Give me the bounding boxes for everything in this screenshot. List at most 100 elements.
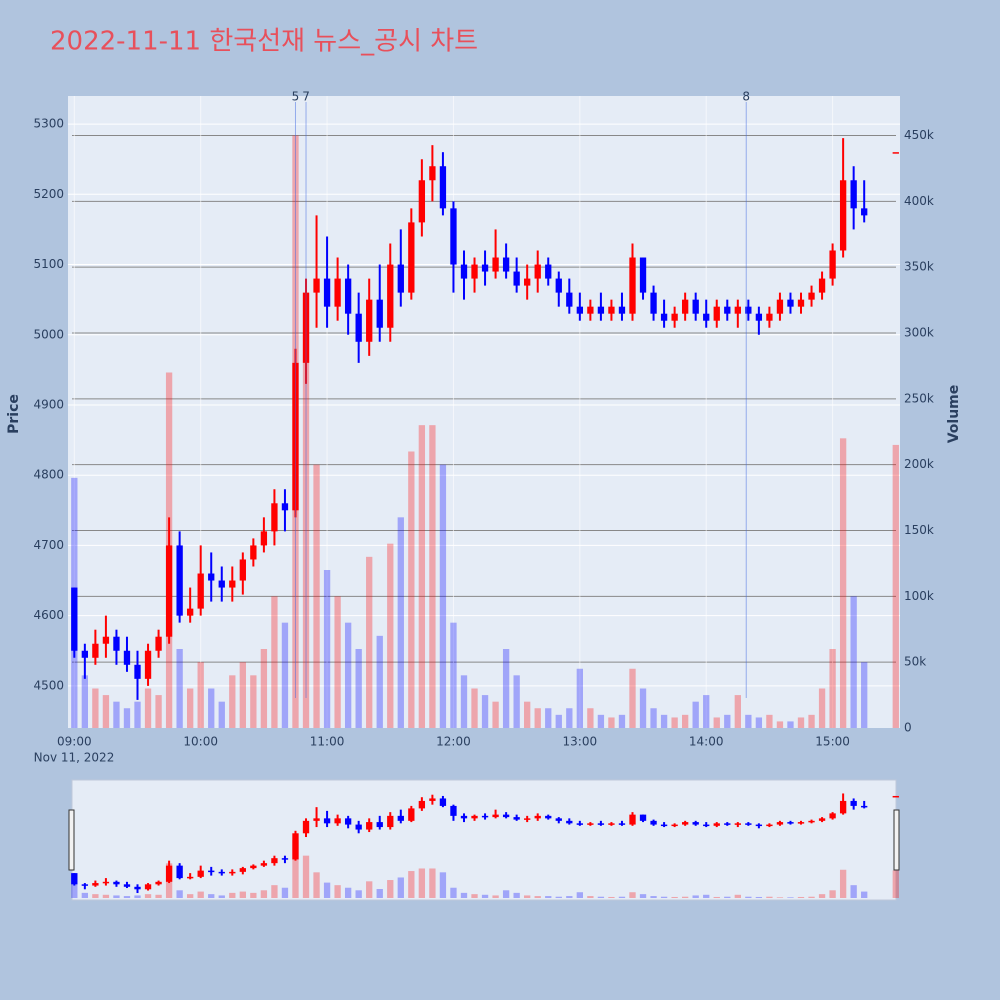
mini-volume-bar bbox=[387, 880, 394, 898]
mini-candle-body bbox=[861, 805, 868, 808]
mini-volume-bar bbox=[608, 896, 615, 898]
mini-volume-bar bbox=[818, 894, 826, 898]
annotation-label: 7 bbox=[302, 90, 310, 104]
candle-body bbox=[818, 278, 826, 293]
mini-candle-body bbox=[629, 814, 636, 825]
volume-bar bbox=[155, 695, 162, 728]
y2-tick-label: 300k bbox=[904, 326, 934, 340]
candle-body bbox=[734, 306, 741, 314]
mini-volume-bar bbox=[123, 896, 131, 898]
mini-candle-body bbox=[71, 873, 78, 885]
chart-title: 2022-11-11 한국선재 뉴스_공시 차트 bbox=[50, 27, 478, 57]
mini-candle-body bbox=[671, 824, 678, 827]
mini-volume-bar bbox=[260, 890, 268, 898]
candle-body bbox=[502, 257, 510, 272]
range-handle-left[interactable] bbox=[68, 809, 75, 871]
mini-volume-bar bbox=[439, 872, 447, 898]
mini-candle-body bbox=[113, 881, 120, 885]
mini-volume-bar bbox=[102, 894, 110, 898]
mini-candle-body bbox=[787, 822, 794, 824]
candle-body bbox=[387, 264, 394, 328]
y-tick-label: 4500 bbox=[33, 678, 64, 692]
mini-candle-body bbox=[745, 823, 752, 825]
candle-body bbox=[639, 257, 647, 293]
volume-bar bbox=[239, 662, 246, 728]
volume-bar bbox=[850, 596, 857, 728]
range-slider[interactable] bbox=[71, 779, 897, 901]
volume-bar bbox=[376, 635, 383, 728]
mini-volume-bar bbox=[587, 896, 594, 898]
mini-candle-body bbox=[176, 865, 183, 879]
volume-bar bbox=[766, 714, 773, 728]
mini-candle-body bbox=[187, 876, 194, 879]
mini-volume-bar bbox=[313, 872, 320, 898]
candle-body bbox=[218, 580, 225, 588]
mini-volume-bar bbox=[671, 896, 678, 898]
mini-candle-body bbox=[408, 808, 415, 821]
mini-candle-body bbox=[892, 795, 899, 798]
volume-bar bbox=[229, 675, 236, 728]
candle-body bbox=[766, 313, 773, 321]
mini-candle-body bbox=[439, 798, 447, 806]
mini-candle-body bbox=[566, 820, 573, 824]
mini-candle-body bbox=[218, 871, 225, 874]
mini-candle-body bbox=[366, 822, 373, 830]
volume-bar bbox=[618, 714, 626, 728]
x-tick-label: 12:00 bbox=[436, 735, 471, 749]
mini-candle-body bbox=[797, 822, 805, 824]
volume-bar bbox=[366, 556, 373, 728]
candle-body bbox=[134, 664, 141, 679]
candle-body bbox=[334, 278, 341, 307]
annotation-label: 5 bbox=[292, 90, 300, 104]
mini-volume-bar bbox=[218, 895, 225, 898]
volume-bar bbox=[134, 701, 141, 728]
volume-bar bbox=[429, 425, 436, 728]
mini-candle-body bbox=[165, 865, 173, 882]
range-handle-right[interactable] bbox=[893, 809, 900, 871]
candle-body bbox=[187, 608, 194, 616]
candle-body bbox=[776, 299, 784, 314]
mini-volume-bar bbox=[492, 895, 499, 898]
mini-candle-body bbox=[344, 818, 352, 825]
mini-candle-body bbox=[429, 798, 436, 801]
mini-volume-bar bbox=[250, 892, 257, 898]
mini-volume-bar bbox=[334, 885, 341, 898]
volume-bar bbox=[271, 596, 278, 728]
mini-volume-bar bbox=[639, 894, 647, 898]
mini-volume-bar bbox=[692, 895, 699, 898]
mini-volume-bar bbox=[703, 894, 710, 898]
candle-body bbox=[355, 313, 362, 342]
volume-bar bbox=[566, 708, 573, 728]
candle-body bbox=[113, 636, 120, 651]
candle-body bbox=[92, 643, 99, 658]
mini-volume-bar bbox=[471, 894, 478, 898]
volume-bar bbox=[250, 675, 257, 728]
mini-candle-body bbox=[355, 824, 362, 830]
mini-volume-bar bbox=[681, 896, 689, 898]
mini-volume-bar bbox=[397, 877, 404, 898]
volume-bar bbox=[576, 668, 583, 728]
mini-volume-bar bbox=[271, 885, 278, 898]
mini-volume-bar bbox=[344, 887, 352, 898]
candle-body bbox=[492, 257, 499, 272]
candle-body bbox=[650, 292, 657, 314]
candle-body bbox=[892, 152, 899, 154]
volume-bar bbox=[176, 649, 183, 728]
mini-candle-body bbox=[755, 824, 763, 827]
volume-bar bbox=[344, 622, 352, 728]
mini-volume-bar bbox=[292, 840, 299, 898]
mini-volume-bar bbox=[850, 885, 857, 898]
volume-bar bbox=[450, 622, 457, 728]
mini-volume-bar bbox=[144, 894, 152, 898]
candle-body bbox=[439, 166, 447, 209]
volume-bar bbox=[123, 708, 131, 728]
y-tick-label: 4800 bbox=[33, 468, 64, 482]
mini-volume-bar bbox=[650, 896, 657, 898]
mini-candle-body bbox=[334, 818, 341, 824]
volume-bar bbox=[639, 688, 647, 728]
mini-candle-body bbox=[839, 800, 847, 814]
mini-candle-body bbox=[376, 822, 383, 828]
candle-body bbox=[513, 271, 520, 286]
mini-volume-bar bbox=[502, 890, 510, 898]
volume-bar bbox=[545, 708, 552, 728]
